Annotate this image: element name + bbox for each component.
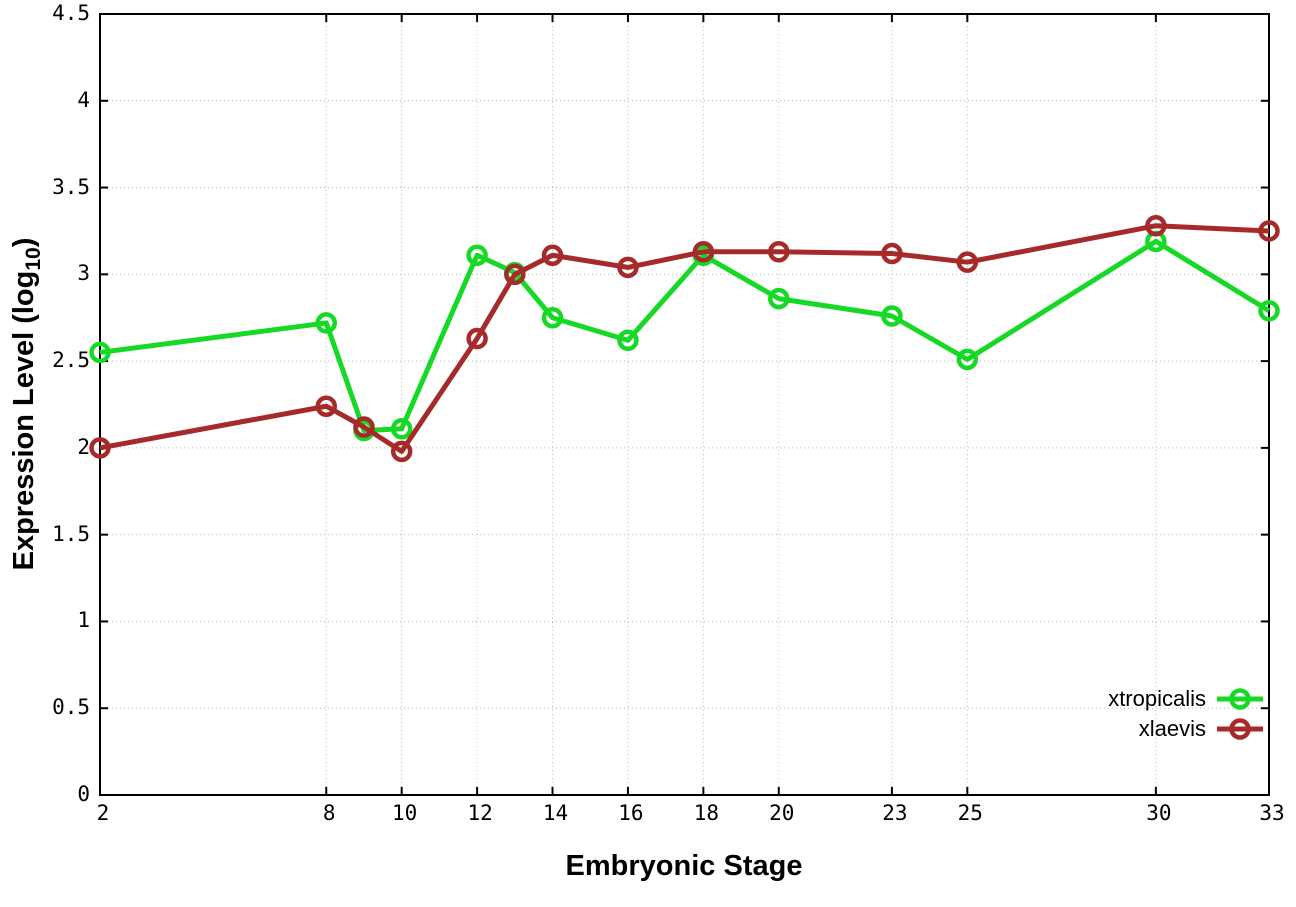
x-tick-label: 12 <box>467 801 493 825</box>
marker-xlaevis <box>541 244 564 266</box>
marker-xlaevis <box>768 241 790 263</box>
marker-xtropicalis <box>881 305 903 327</box>
marker-xtropicalis <box>315 312 338 334</box>
x-tick-label: 10 <box>392 801 418 825</box>
x-tick-label: 18 <box>693 801 719 825</box>
marker-xlaevis <box>617 256 639 279</box>
y-axis-title: Expression Level (log10) <box>8 238 46 571</box>
y-tick-label: 0 <box>77 782 90 806</box>
marker-xtropicalis <box>390 418 413 440</box>
y-tick-label: 1 <box>77 608 90 633</box>
y-tick-label: 3 <box>77 261 90 286</box>
x-tick-label: 33 <box>1259 801 1285 825</box>
x-tick-label: 20 <box>769 801 795 825</box>
marker-xlaevis <box>881 242 903 265</box>
series-line-xtropicalis <box>99 238 1271 434</box>
x-tick-label: 25 <box>957 801 983 825</box>
plot-border <box>99 13 1270 796</box>
x-tick-label: 2 <box>96 801 110 825</box>
x-axis-title: Embryonic Stage <box>565 850 803 882</box>
marker-xlaevis <box>1145 214 1167 237</box>
y-tick-label: 0.5 <box>52 695 90 720</box>
legend-marker-xlaevis <box>1217 718 1263 740</box>
marker-xlaevis <box>315 395 338 417</box>
x-tick-label: 30 <box>1146 801 1172 825</box>
marker-xtropicalis <box>89 341 111 364</box>
marker-xlaevis <box>466 327 488 350</box>
y-tick-label: 2 <box>77 434 90 459</box>
legend-label: xlaevis <box>1138 716 1206 741</box>
y-axis-title-close: ) <box>8 237 41 248</box>
marker-xlaevis <box>692 241 715 263</box>
marker-xlaevis <box>504 263 526 286</box>
marker-xlaevis <box>89 437 111 459</box>
y-tick-label: 1.5 <box>52 521 90 546</box>
marker-xtropicalis <box>466 244 488 266</box>
marker-xtropicalis <box>541 306 564 329</box>
series-line-xlaevis <box>99 223 1270 454</box>
legend-circle-sample <box>1229 688 1251 710</box>
marker-xtropicalis <box>956 348 979 371</box>
marker-xlaevis <box>390 440 413 463</box>
legend-label: xtropicalis <box>1108 686 1206 711</box>
legend: xtropicalis xlaevis <box>1108 684 1264 744</box>
x-tick-label: 16 <box>618 801 644 825</box>
y-tick-label: 4 <box>77 87 90 112</box>
y-axis-title-subscript: 10 <box>21 247 45 271</box>
y-tick-label: 4.5 <box>52 1 90 25</box>
y-tick-label: 3.5 <box>52 174 90 199</box>
marker-xlaevis <box>353 416 375 438</box>
legend-item-xtropicalis: xtropicalis <box>1108 684 1264 714</box>
legend-item-xlaevis: xlaevis <box>1139 714 1264 744</box>
legend-marker-xtropicalis <box>1217 688 1263 710</box>
y-axis-title-text: Expression Level (log <box>8 270 41 571</box>
x-tick-label: 23 <box>882 801 908 825</box>
marker-xtropicalis <box>617 329 639 352</box>
marker-xtropicalis <box>1258 300 1280 322</box>
marker-xtropicalis <box>768 287 790 310</box>
legend-circle-sample <box>1229 718 1251 740</box>
x-tick-label: 14 <box>542 801 569 825</box>
y-tick-label: 2.5 <box>52 348 90 373</box>
x-tick-label: 8 <box>322 801 336 825</box>
marker-xlaevis <box>1258 220 1280 242</box>
marker-xlaevis <box>956 251 979 273</box>
